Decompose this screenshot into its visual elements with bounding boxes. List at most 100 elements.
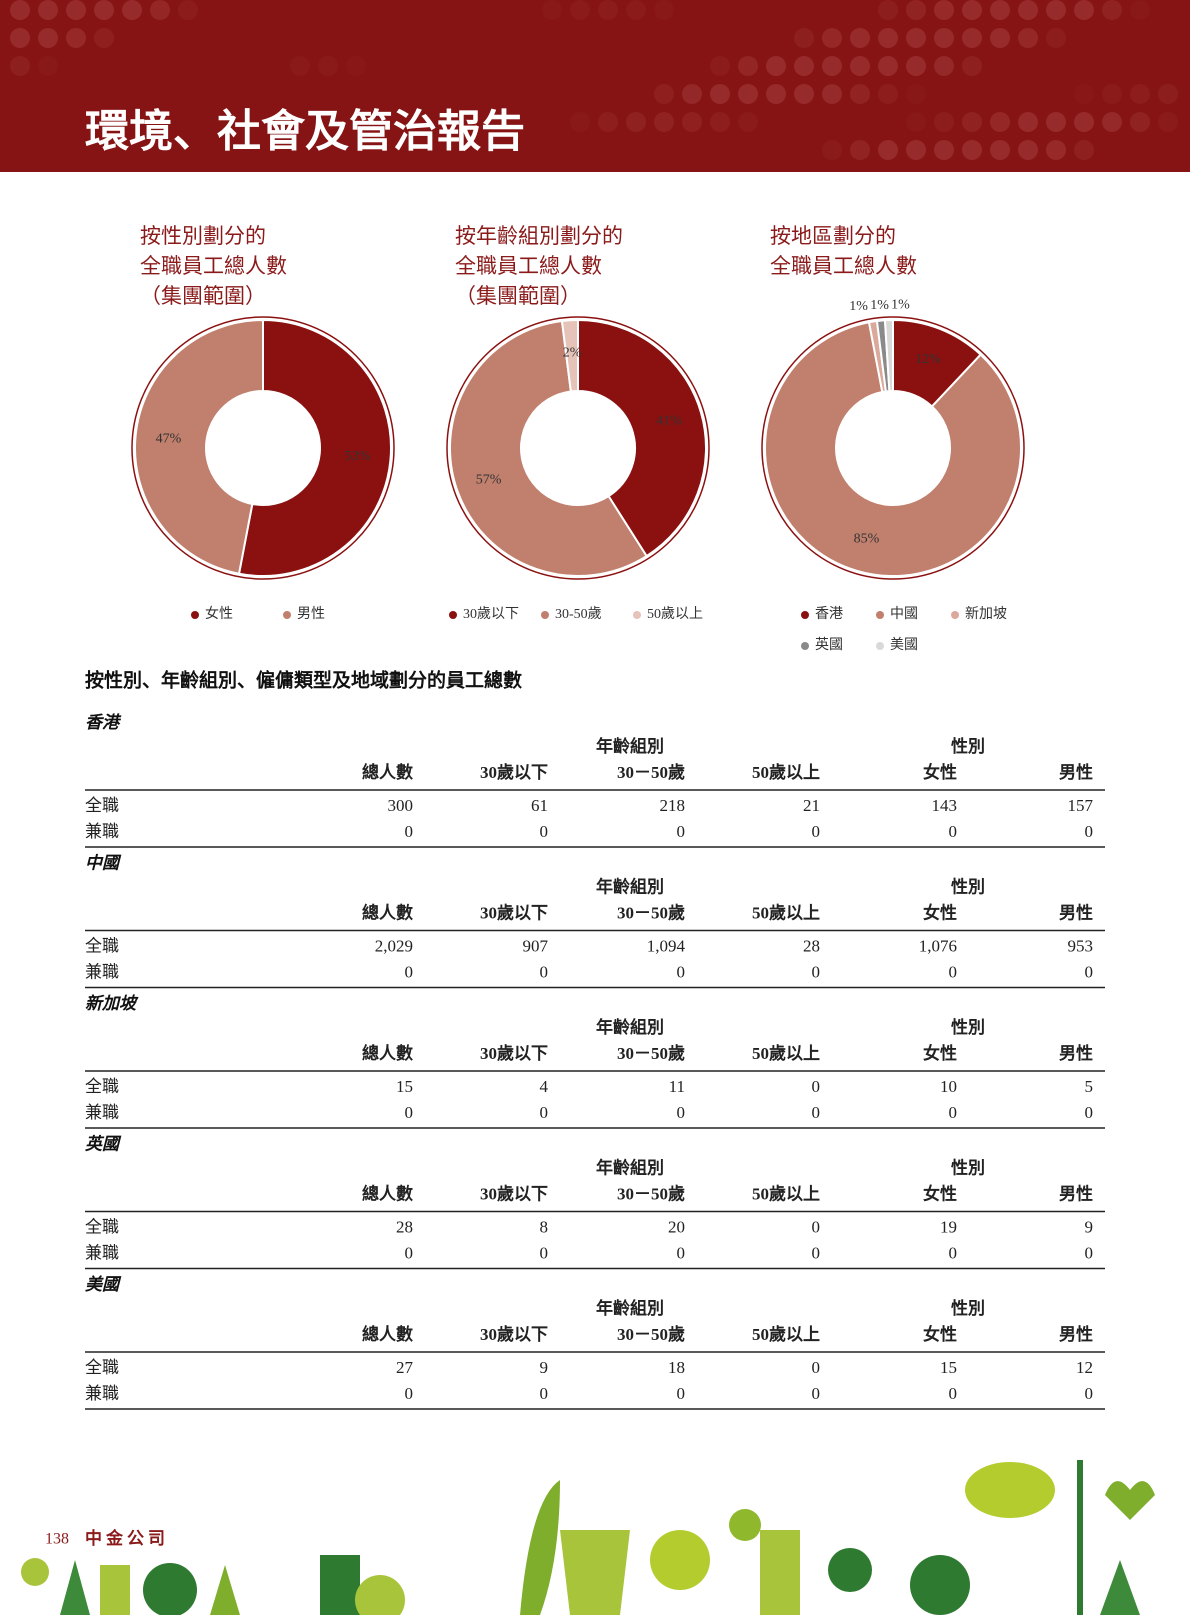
- header-dot: [822, 28, 842, 48]
- table-cell: 11: [669, 1077, 685, 1096]
- table-cell: 0: [949, 962, 958, 981]
- region-label: 新加坡: [85, 994, 139, 1013]
- column-header: 50歲以上: [752, 1183, 820, 1203]
- header-dot: [682, 112, 702, 132]
- legend-label: 30-50歲: [555, 606, 602, 622]
- header-dot: [850, 84, 870, 104]
- column-header: 30歲以下: [480, 1183, 548, 1203]
- header-dot: [906, 28, 926, 48]
- row-label: 兼職: [85, 1243, 119, 1262]
- header-dot: [1074, 112, 1094, 132]
- column-header: 30－50歲: [617, 1043, 685, 1063]
- header-dot: [38, 0, 58, 20]
- table-cell: 0: [812, 1217, 821, 1236]
- header-dot: [654, 0, 674, 20]
- header-dot: [850, 28, 870, 48]
- chart-title: 按性別劃分的: [140, 224, 266, 248]
- column-header: 30歲以下: [480, 762, 548, 782]
- column-header: 50歲以上: [752, 902, 820, 922]
- company-name: 中金公司: [85, 1528, 169, 1548]
- table-cell: 2,029: [375, 936, 413, 955]
- slice-label: 85%: [854, 531, 880, 546]
- group-header: 性別: [951, 1157, 985, 1177]
- table-cell: 0: [1085, 1103, 1094, 1122]
- column-header: 總人數: [362, 902, 413, 922]
- header-dot: [934, 28, 954, 48]
- legend-dot: [449, 611, 457, 619]
- header-dot: [1046, 112, 1066, 132]
- legend-dot: [541, 611, 549, 619]
- header-dot: [962, 28, 982, 48]
- header-dot: [1074, 140, 1094, 160]
- group-header: 性別: [951, 1298, 985, 1318]
- table-cell: 0: [812, 1384, 821, 1403]
- header-title: 環境、社會及管治報告: [85, 107, 525, 156]
- legend-dot: [283, 611, 291, 619]
- table-cell: 5: [1085, 1077, 1094, 1096]
- header-dot: [150, 0, 170, 20]
- chart-title: （集團範圍）: [140, 284, 266, 308]
- column-header: 男性: [1059, 902, 1093, 922]
- table-cell: 9: [540, 1358, 549, 1377]
- chart-title: 全職員工總人數: [455, 254, 602, 278]
- table-cell: 19: [940, 1217, 957, 1236]
- table-cell: 0: [812, 822, 821, 841]
- column-header: 總人數: [362, 1324, 413, 1344]
- column-header: 女性: [923, 1324, 957, 1344]
- group-header: 年齡組別: [596, 736, 664, 756]
- table-cell: 0: [405, 1103, 414, 1122]
- table-cell: 0: [812, 1358, 821, 1377]
- header-dot: [934, 140, 954, 160]
- legend-dot: [876, 642, 884, 650]
- table-cell: 0: [949, 1103, 958, 1122]
- header-dot: [1102, 112, 1122, 132]
- header-dot: [738, 84, 758, 104]
- slice-label: 47%: [156, 431, 182, 446]
- row-label: 全職: [85, 796, 119, 815]
- header-dot: [878, 84, 898, 104]
- header-dot: [1018, 0, 1038, 20]
- table-cell: 143: [932, 796, 958, 815]
- header-dot: [934, 56, 954, 76]
- legend-dot: [801, 642, 809, 650]
- table-cell: 28: [396, 1217, 413, 1236]
- header-dot: [1130, 84, 1150, 104]
- table-cell: 0: [540, 1103, 549, 1122]
- header-dot: [1018, 140, 1038, 160]
- donut-outline: [131, 316, 395, 580]
- header-dot: [822, 56, 842, 76]
- header-dot: [1130, 112, 1150, 132]
- slice-label: 2%: [563, 345, 582, 360]
- table-cell: 15: [940, 1358, 957, 1377]
- table-cell: 8: [540, 1217, 549, 1236]
- table-cell: 4: [540, 1077, 549, 1096]
- legend-label: 香港: [815, 606, 843, 622]
- table-cell: 0: [677, 1243, 686, 1262]
- table-cell: 61: [531, 796, 548, 815]
- header-dot: [346, 56, 366, 76]
- table-cell: 10: [940, 1077, 957, 1096]
- header-dot: [878, 56, 898, 76]
- column-header: 男性: [1059, 1043, 1093, 1063]
- legend-dot: [951, 611, 959, 619]
- header-dot: [878, 0, 898, 20]
- table-cell: 1,076: [919, 936, 957, 955]
- header-dot: [682, 84, 702, 104]
- row-label: 全職: [85, 1217, 119, 1236]
- donut-outline: [446, 316, 710, 580]
- group-header: 性別: [951, 1017, 985, 1037]
- table-cell: 27: [396, 1358, 414, 1377]
- table-cell: 20: [668, 1217, 685, 1236]
- table-cell: 28: [803, 936, 820, 955]
- header-dot: [1102, 84, 1122, 104]
- table-title: 按性別、年齡組別、僱傭類型及地域劃分的員工總數: [85, 668, 522, 691]
- chart-title: 按地區劃分的: [770, 224, 896, 248]
- table-cell: 0: [1085, 1384, 1094, 1403]
- column-header: 30－50歲: [617, 902, 685, 922]
- header-dot: [38, 56, 58, 76]
- header-dot: [570, 0, 590, 20]
- column-header: 50歲以上: [752, 1324, 820, 1344]
- header-dot: [626, 0, 646, 20]
- legend-dot: [801, 611, 809, 619]
- header-dot: [654, 84, 674, 104]
